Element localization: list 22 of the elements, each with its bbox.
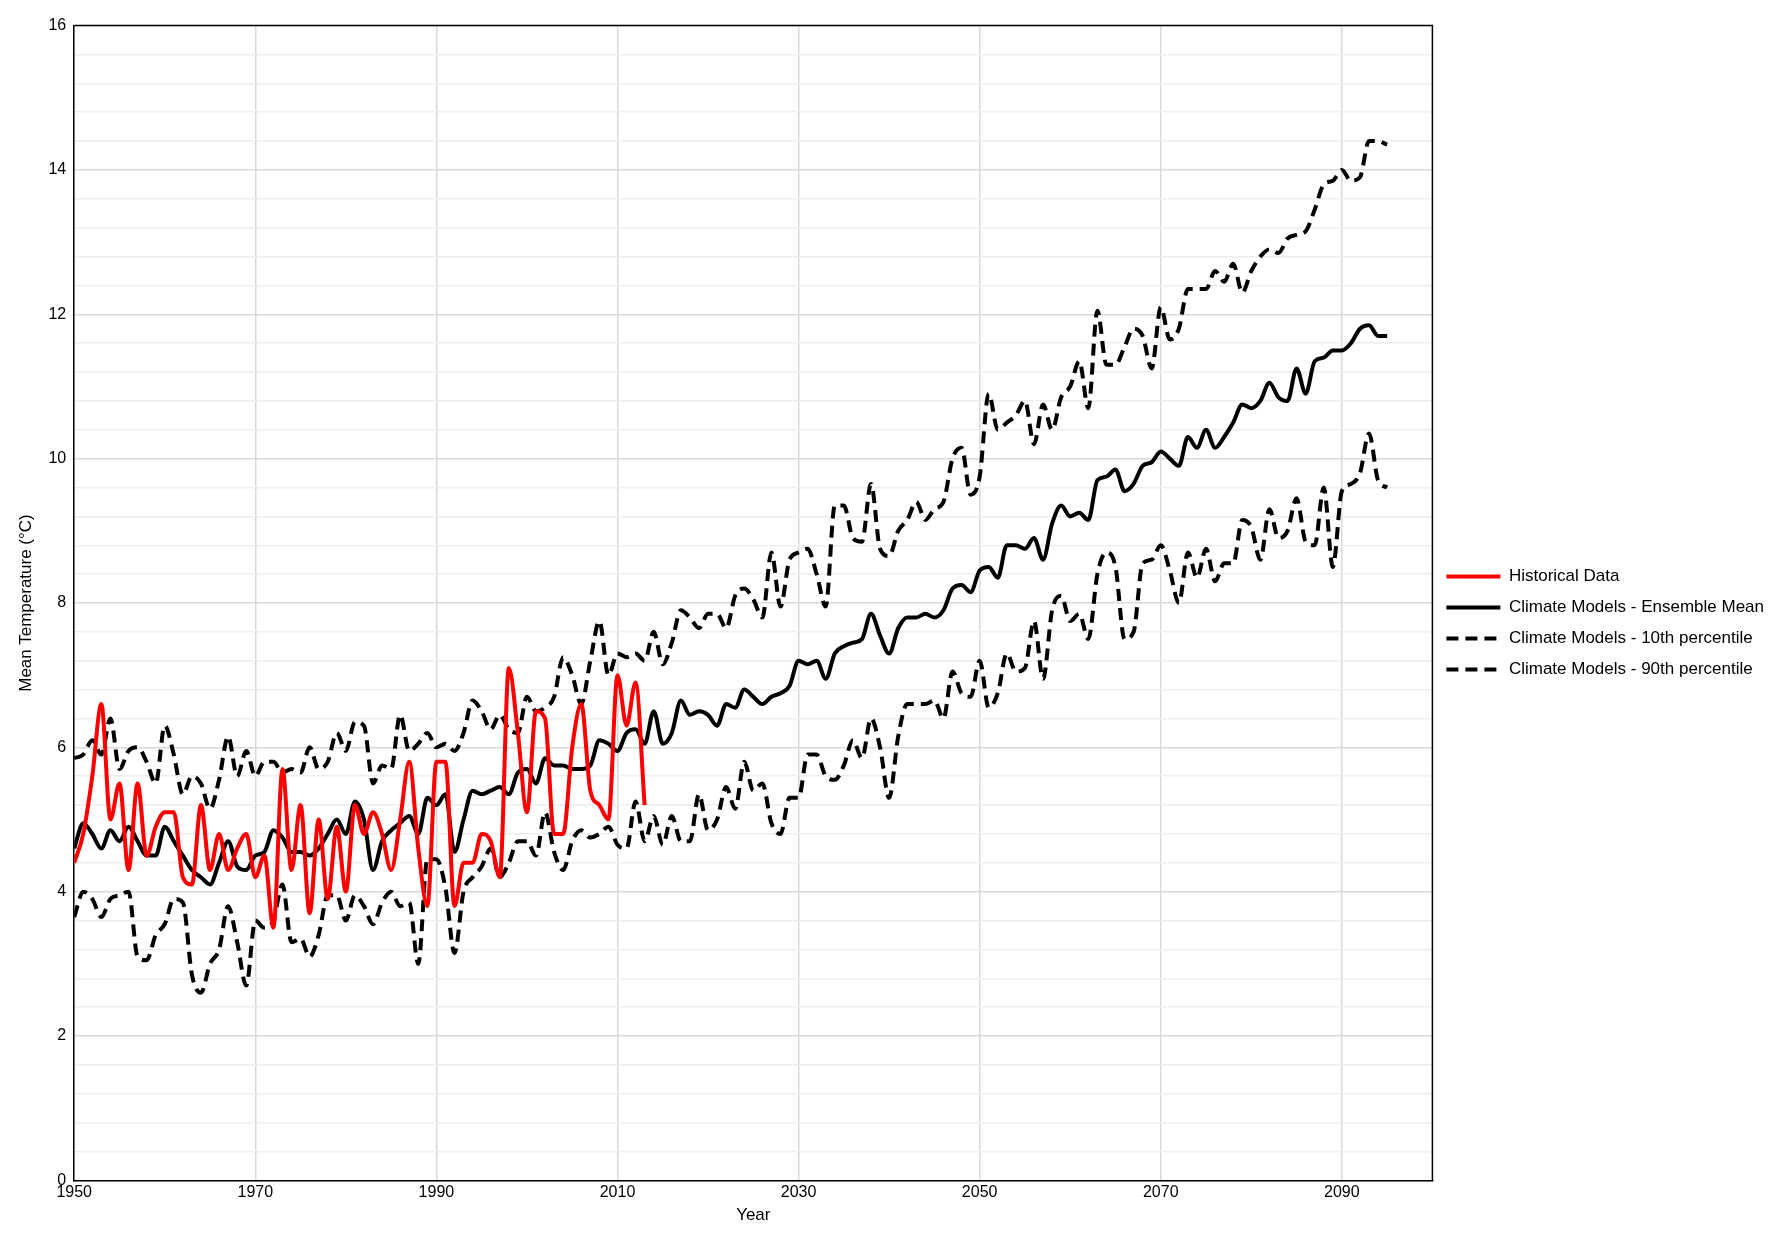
y-tick-label: 12 [48,304,67,322]
y-tick-label: 6 [57,737,67,755]
legend-label: Climate Models - 10th percentile [1508,628,1753,648]
legend-label: Historical Data [1508,566,1620,586]
y-tick-label: 8 [57,593,67,611]
line-series [74,665,647,930]
y-tick-label: 2 [57,1026,67,1044]
x-axis-title: Year [736,1205,771,1225]
y-tick-label: 10 [48,449,67,467]
y-axis-title: Mean Temperature (°C) [15,514,35,692]
x-tick-label: 2030 [780,1183,817,1201]
x-tick-label: 1970 [237,1183,274,1201]
x-tick-label: 1990 [418,1183,455,1201]
legend-label: Climate Models - 90th percentile [1508,659,1753,679]
y-tick-label: 4 [57,882,67,900]
legend-label: Climate Models - Ensemble Mean [1508,597,1765,617]
y-tick-label: 14 [48,160,67,178]
x-tick-label: 2090 [1324,1183,1360,1201]
x-tick-label: 2070 [1142,1183,1179,1201]
y-tick-label: 16 [48,16,67,34]
x-tick-label: 2010 [599,1183,636,1201]
x-tick-label: 2050 [961,1183,998,1201]
